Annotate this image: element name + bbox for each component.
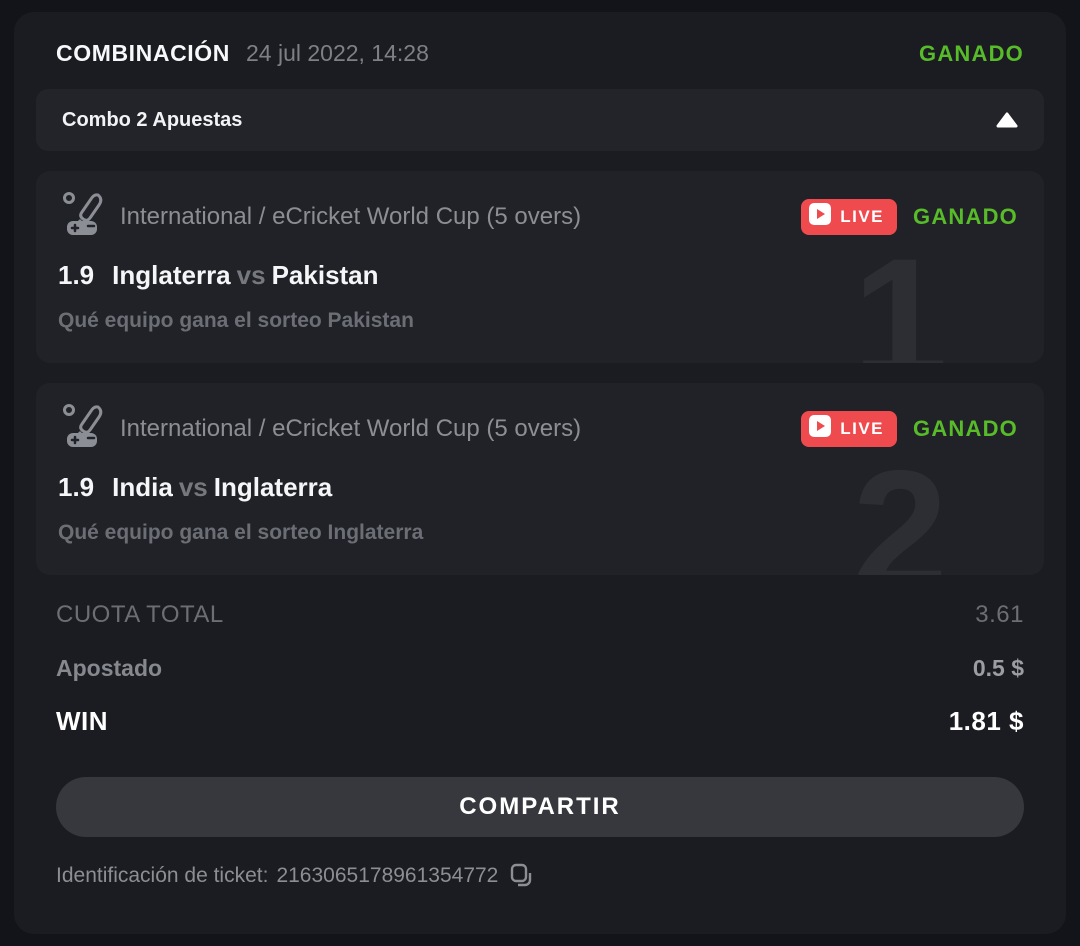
live-badge[interactable]: LIVE <box>801 198 898 235</box>
away-team: Pakistan <box>271 260 379 290</box>
odds-value: 1.9 <box>58 260 95 290</box>
ticket-type-title: COMBINACIÓN <box>56 40 230 66</box>
ticket-date: 24 jul 2022, 14:28 <box>245 40 429 66</box>
live-label: LIVE <box>840 418 885 438</box>
ecricket-icon <box>58 401 108 456</box>
bet-leg-card-2: 2 International / eCricket World Cup (5 … <box>36 383 1044 575</box>
win-label: WIN <box>56 706 109 736</box>
away-team: Inglaterra <box>213 472 333 502</box>
bet-status-badge: GANADO <box>913 203 1018 229</box>
total-odds-label: CUOTA TOTAL <box>56 601 224 628</box>
home-team: India <box>112 472 173 502</box>
chevron-up-icon <box>996 112 1018 128</box>
combo-label: Combo 2 Apuestas <box>62 108 243 131</box>
live-label: LIVE <box>840 206 885 226</box>
stake-row: Apostado 0.5 $ <box>36 655 1044 682</box>
league-name: International / eCricket World Cup (5 ov… <box>120 414 582 442</box>
ticket-id-value: 2163065178961354772 <box>276 864 499 887</box>
vs-separator: vs <box>178 472 208 502</box>
league-name: International / eCricket World Cup (5 ov… <box>120 202 582 230</box>
leg-number-watermark: 1 <box>852 223 948 363</box>
win-row: WIN 1.81 $ <box>36 706 1044 737</box>
play-icon <box>809 203 832 230</box>
stake-value: 0.5 $ <box>972 655 1024 681</box>
ticket-header: COMBINACIÓN 24 jul 2022, 14:28 GANADO <box>36 40 1044 67</box>
match-line: 1.9 Inglaterra vs Pakistan <box>58 260 1018 291</box>
bet-leg-header: International / eCricket World Cup (5 ov… <box>58 401 1018 456</box>
bet-ticket-panel: COMBINACIÓN 24 jul 2022, 14:28 GANADO Co… <box>14 12 1066 934</box>
total-odds-row: CUOTA TOTAL 3.61 <box>36 601 1044 629</box>
market-selection: Qué equipo gana el sorteo Pakistan <box>58 309 414 332</box>
bet-status-badge: GANADO <box>913 415 1018 441</box>
ticket-status-badge: GANADO <box>919 40 1024 66</box>
bet-leg-header: International / eCricket World Cup (5 ov… <box>58 189 1018 244</box>
play-icon <box>809 415 832 442</box>
copy-icon[interactable] <box>510 863 534 889</box>
leg-number-watermark: 2 <box>852 435 948 575</box>
odds-value: 1.9 <box>58 472 95 502</box>
share-button[interactable]: COMPARTIR <box>56 777 1024 837</box>
market-selection: Qué equipo gana el sorteo Inglaterra <box>58 521 424 544</box>
win-value: 1.81 $ <box>948 706 1024 736</box>
live-badge[interactable]: LIVE <box>801 410 898 447</box>
ecricket-icon <box>58 189 108 244</box>
home-team: Inglaterra <box>112 260 231 290</box>
ticket-id-row: Identificación de ticket: 21630651789613… <box>36 863 1044 889</box>
ticket-id-label: Identificación de ticket: <box>56 864 269 887</box>
match-line: 1.9 India vs Inglaterra <box>58 472 1018 503</box>
stake-label: Apostado <box>56 655 163 681</box>
vs-separator: vs <box>236 260 266 290</box>
total-odds-value: 3.61 <box>975 601 1024 628</box>
combo-toggle-bar[interactable]: Combo 2 Apuestas <box>36 89 1044 151</box>
bet-leg-card-1: 1 International / eCricket World Cup (5 … <box>36 171 1044 363</box>
